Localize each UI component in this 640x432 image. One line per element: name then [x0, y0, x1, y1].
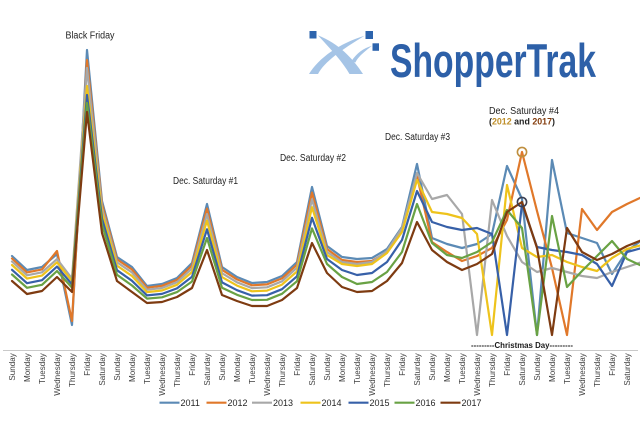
svg-text:Black Friday: Black Friday: [66, 31, 115, 42]
svg-text:2013: 2013: [273, 398, 293, 408]
svg-text:---------Christmas Day--------: ---------Christmas Day---------: [471, 340, 573, 350]
svg-text:Wednesday: Wednesday: [368, 352, 377, 396]
svg-text:Dec. Saturday #4: Dec. Saturday #4: [489, 106, 559, 117]
svg-text:Thursday: Thursday: [68, 352, 77, 387]
svg-text:Wednesday: Wednesday: [158, 352, 167, 396]
svg-text:Tuesday: Tuesday: [248, 352, 257, 384]
svg-text:Saturday: Saturday: [98, 352, 107, 385]
svg-text:Thursday: Thursday: [488, 352, 497, 387]
svg-text:Tuesday: Tuesday: [143, 352, 152, 384]
svg-text:Sunday: Sunday: [323, 352, 332, 380]
svg-text:Wednesday: Wednesday: [473, 352, 482, 396]
svg-text:Dec. Saturday #1: Dec. Saturday #1: [173, 176, 238, 187]
svg-text:Friday: Friday: [608, 352, 617, 375]
svg-text:Sunday: Sunday: [533, 352, 542, 380]
svg-text:Monday: Monday: [338, 352, 347, 382]
svg-text:Thursday: Thursday: [173, 352, 182, 387]
svg-text:Monday: Monday: [233, 352, 242, 382]
svg-text:2014: 2014: [322, 398, 342, 408]
svg-text:Wednesday: Wednesday: [263, 352, 272, 396]
svg-text:Tuesday: Tuesday: [38, 352, 47, 384]
svg-text:Saturday: Saturday: [623, 352, 632, 385]
svg-text:Monday: Monday: [23, 352, 32, 382]
svg-text:Sunday: Sunday: [113, 352, 122, 380]
svg-text:Saturday: Saturday: [518, 352, 527, 385]
svg-text:Friday: Friday: [188, 352, 197, 375]
svg-text:Friday: Friday: [503, 352, 512, 375]
svg-text:Saturday: Saturday: [203, 352, 212, 385]
svg-text:Friday: Friday: [293, 352, 302, 375]
svg-text:Thursday: Thursday: [383, 352, 392, 387]
svg-text:Thursday: Thursday: [278, 352, 287, 387]
svg-text:Monday: Monday: [443, 352, 452, 382]
svg-text:Sunday: Sunday: [8, 352, 17, 380]
svg-text:2015: 2015: [370, 398, 390, 408]
svg-text:Tuesday: Tuesday: [353, 352, 362, 384]
svg-text:Friday: Friday: [83, 352, 92, 375]
svg-text:(2012 and 2017): (2012 and 2017): [489, 117, 555, 128]
svg-text:Wednesday: Wednesday: [53, 352, 62, 396]
svg-text:Thursday: Thursday: [593, 352, 602, 387]
svg-text:Saturday: Saturday: [308, 352, 317, 385]
svg-text:Saturday: Saturday: [413, 352, 422, 385]
svg-text:Dec. Saturday #3: Dec. Saturday #3: [385, 132, 450, 143]
svg-text:Monday: Monday: [548, 352, 557, 382]
svg-text:Monday: Monday: [128, 352, 137, 382]
svg-text:2012: 2012: [228, 398, 248, 408]
svg-text:Wednesday: Wednesday: [578, 352, 587, 396]
svg-text:Dec. Saturday #2: Dec. Saturday #2: [280, 153, 346, 164]
svg-text:2017: 2017: [462, 398, 482, 408]
svg-text:Sunday: Sunday: [428, 352, 437, 380]
svg-text:ShopperTrak: ShopperTrak: [390, 34, 597, 87]
svg-text:Tuesday: Tuesday: [458, 352, 467, 384]
svg-text:2016: 2016: [416, 398, 436, 408]
svg-text:2011: 2011: [181, 398, 200, 408]
svg-text:Tuesday: Tuesday: [563, 352, 572, 384]
svg-text:Friday: Friday: [398, 352, 407, 375]
svg-text:Sunday: Sunday: [218, 352, 227, 380]
